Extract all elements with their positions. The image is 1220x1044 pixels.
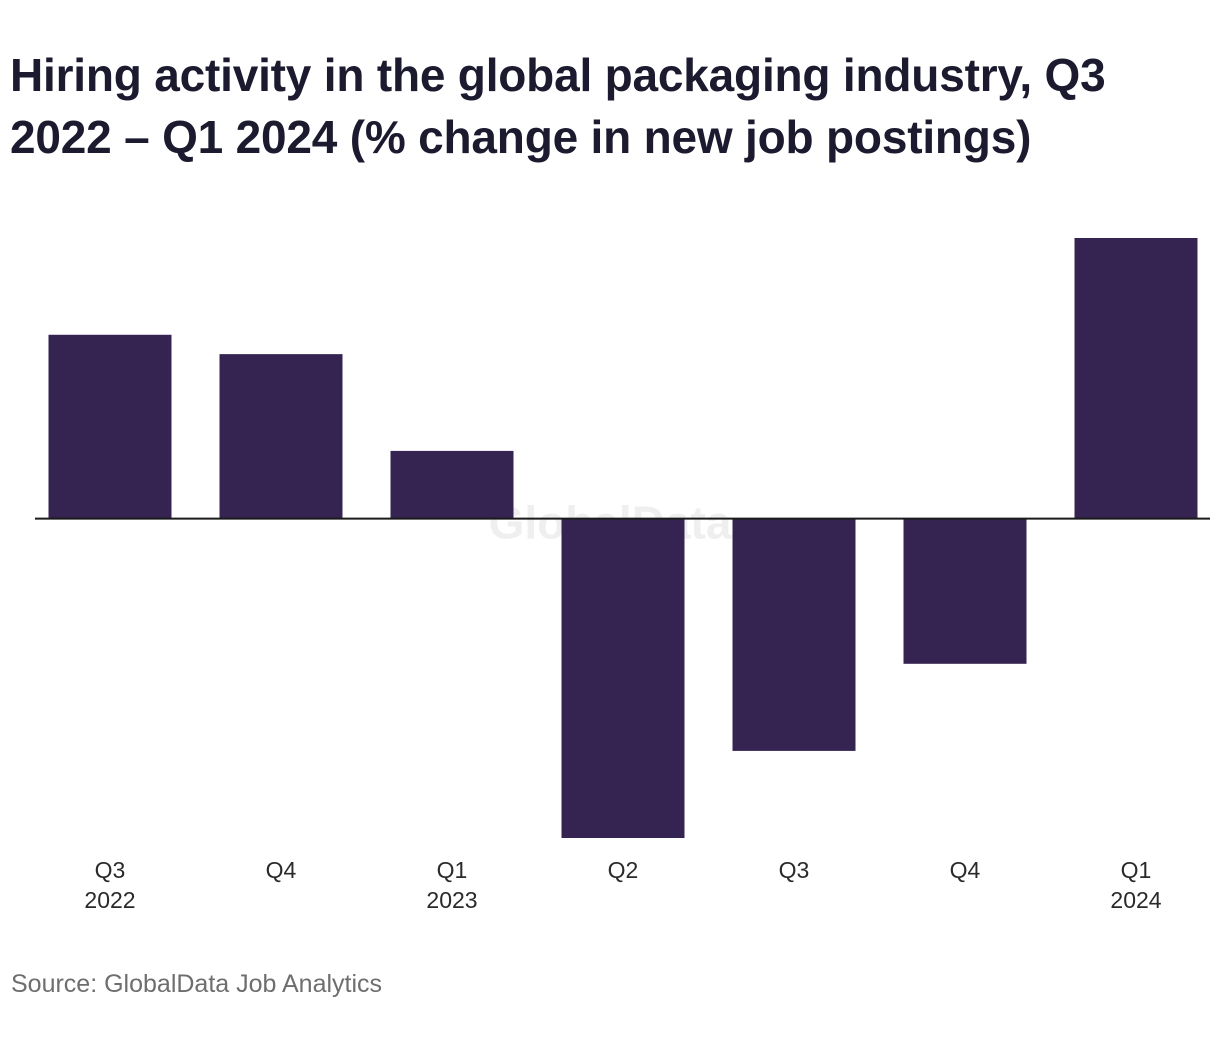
x-tick-quarter-7: Q1 xyxy=(1121,857,1152,883)
x-tick-quarter-5: Q3 xyxy=(779,857,810,883)
x-tick-quarter-2: Q4 xyxy=(266,857,297,883)
x-axis-labels: Q3 2022 Q4 Q1 2023 Q2 Q3 Q4 Q1 2024 xyxy=(84,857,1161,913)
x-tick-quarter-6: Q4 xyxy=(950,857,981,883)
bar-2 xyxy=(219,354,343,519)
chart-title: Hiring activity in the global packaging … xyxy=(10,49,1106,163)
x-tick-year-7: 2024 xyxy=(1110,887,1161,913)
bar-7 xyxy=(1074,238,1198,519)
bar-4 xyxy=(561,518,685,838)
x-tick-quarter-3: Q1 xyxy=(437,857,468,883)
bar-1 xyxy=(48,334,172,519)
x-tick-year-3: 2023 xyxy=(426,887,477,913)
source-note: Source: GlobalData Job Analytics xyxy=(11,970,383,998)
x-tick-year-1: 2022 xyxy=(84,887,135,913)
bars-layer xyxy=(48,238,1198,838)
bar-3 xyxy=(390,450,514,519)
x-tick-quarter-4: Q2 xyxy=(608,857,639,883)
bar-6 xyxy=(903,518,1027,664)
bar-5 xyxy=(732,518,856,751)
x-tick-quarter-1: Q3 xyxy=(95,857,126,883)
